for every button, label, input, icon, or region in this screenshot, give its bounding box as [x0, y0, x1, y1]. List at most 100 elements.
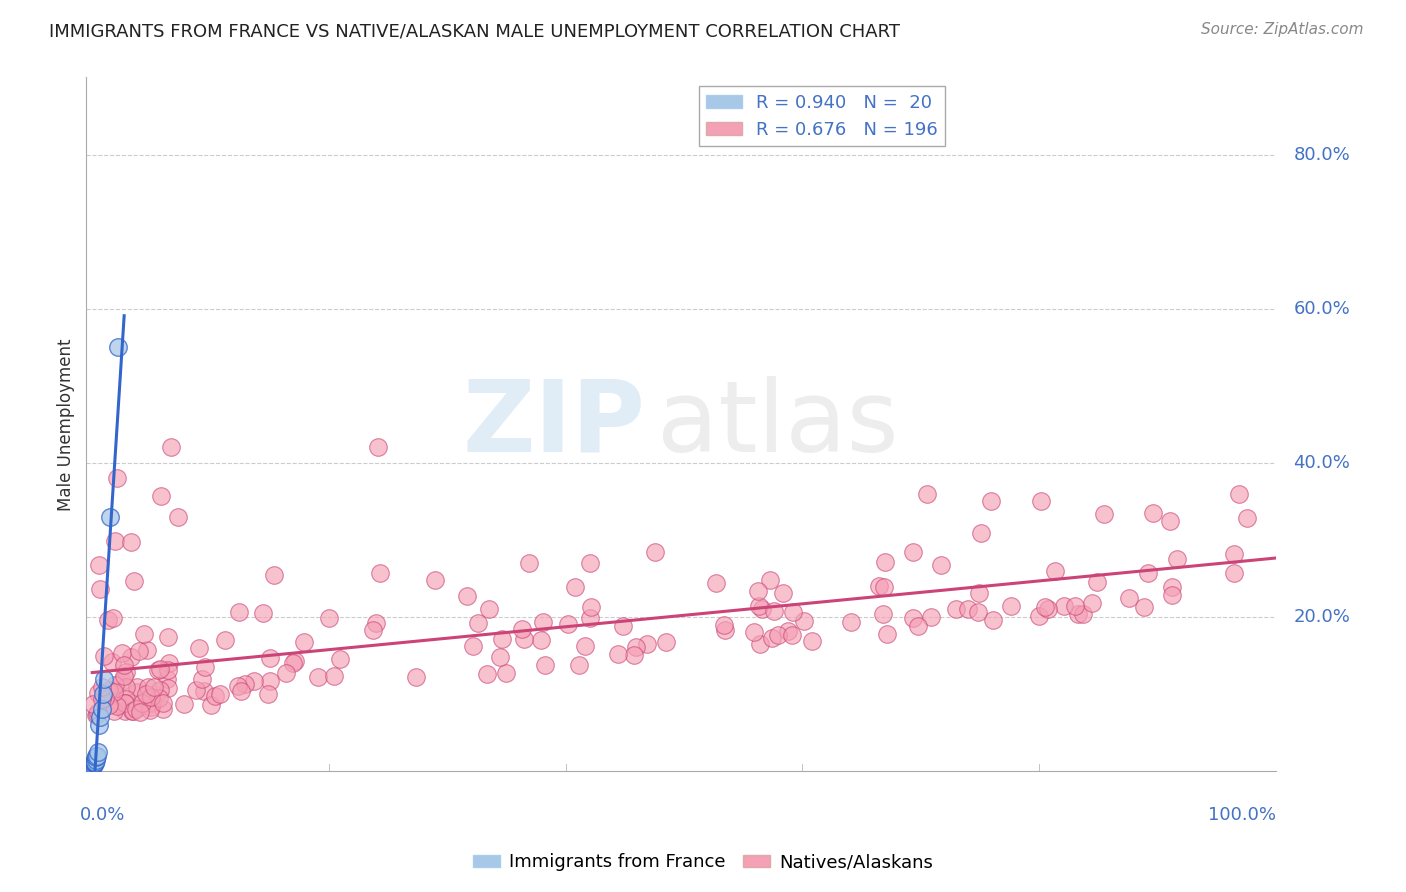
Point: [83, 755, 105, 769]
Point: [1227, 487, 1250, 501]
Point: [1033, 600, 1056, 615]
Point: [84, 707, 107, 722]
Point: [1136, 566, 1159, 580]
Point: [83, 756, 105, 771]
Point: [105, 698, 128, 713]
Point: [1092, 508, 1115, 522]
Point: [749, 637, 772, 651]
Point: [274, 665, 297, 680]
Point: [233, 677, 256, 691]
Point: [82, 758, 104, 772]
Point: [751, 602, 773, 616]
Point: [121, 704, 143, 718]
Point: [623, 648, 645, 662]
Point: [111, 647, 134, 661]
Point: [1064, 599, 1087, 613]
Point: [98, 509, 121, 524]
Point: [101, 611, 124, 625]
Point: [259, 673, 281, 688]
Point: [967, 586, 990, 600]
Point: [146, 663, 169, 677]
Point: [1045, 564, 1067, 578]
Point: [945, 602, 967, 616]
Point: [1000, 599, 1022, 614]
Point: [200, 698, 222, 712]
Point: [533, 657, 555, 672]
Point: [318, 610, 340, 624]
Point: [956, 602, 979, 616]
Point: [82, 756, 104, 771]
Point: [478, 602, 501, 616]
Point: [281, 656, 304, 670]
Point: [107, 340, 129, 354]
Point: [323, 669, 346, 683]
Point: [361, 623, 384, 637]
Point: [188, 641, 211, 656]
Point: [1071, 607, 1094, 621]
Point: [83, 756, 105, 771]
Text: 80.0%: 80.0%: [1294, 145, 1350, 163]
Point: [135, 687, 157, 701]
Point: [1053, 599, 1076, 613]
Point: [157, 681, 180, 696]
Point: [204, 689, 226, 703]
Point: [714, 624, 737, 638]
Point: [475, 667, 498, 681]
Point: [93, 649, 115, 664]
Point: [97, 698, 120, 712]
Point: [89, 710, 111, 724]
Point: [929, 558, 952, 572]
Point: [112, 669, 135, 683]
Point: [89, 718, 111, 732]
Point: [129, 705, 152, 719]
Point: [467, 615, 489, 630]
Point: [228, 679, 250, 693]
Point: [901, 611, 924, 625]
Point: [139, 690, 162, 705]
Point: [463, 639, 485, 653]
Point: [1159, 514, 1181, 528]
Point: [82, 760, 104, 774]
Point: [136, 697, 159, 711]
Point: [131, 696, 153, 710]
Point: [127, 680, 149, 694]
Text: 20.0%: 20.0%: [1294, 608, 1350, 626]
Point: [512, 622, 534, 636]
Point: [141, 696, 163, 710]
Point: [568, 658, 591, 673]
Point: [1029, 494, 1052, 508]
Point: [1118, 591, 1140, 606]
Point: [579, 556, 602, 570]
Point: [89, 582, 111, 597]
Point: [292, 635, 315, 649]
Point: [839, 615, 862, 629]
Point: [742, 624, 765, 639]
Point: [125, 685, 148, 699]
Text: ZIP: ZIP: [463, 376, 645, 473]
Point: [114, 696, 136, 710]
Point: [160, 441, 183, 455]
Legend: Immigrants from France, Natives/Alaskans: Immigrants from France, Natives/Alaskans: [465, 847, 941, 879]
Point: [920, 610, 942, 624]
Point: [1066, 607, 1088, 621]
Point: [869, 579, 891, 593]
Point: [91, 680, 114, 694]
Point: [103, 685, 125, 699]
Point: [86, 748, 108, 763]
Point: [115, 680, 138, 694]
Point: [966, 606, 988, 620]
Point: [156, 672, 179, 686]
Point: [111, 674, 134, 689]
Text: atlas: atlas: [657, 376, 898, 473]
Point: [1166, 552, 1188, 566]
Point: [636, 637, 658, 651]
Point: [84, 748, 107, 763]
Point: [228, 605, 250, 619]
Point: [766, 628, 789, 642]
Text: 60.0%: 60.0%: [1294, 300, 1350, 318]
Point: [259, 651, 281, 665]
Point: [366, 616, 388, 631]
Point: [644, 544, 666, 558]
Point: [574, 639, 596, 653]
Point: [747, 583, 769, 598]
